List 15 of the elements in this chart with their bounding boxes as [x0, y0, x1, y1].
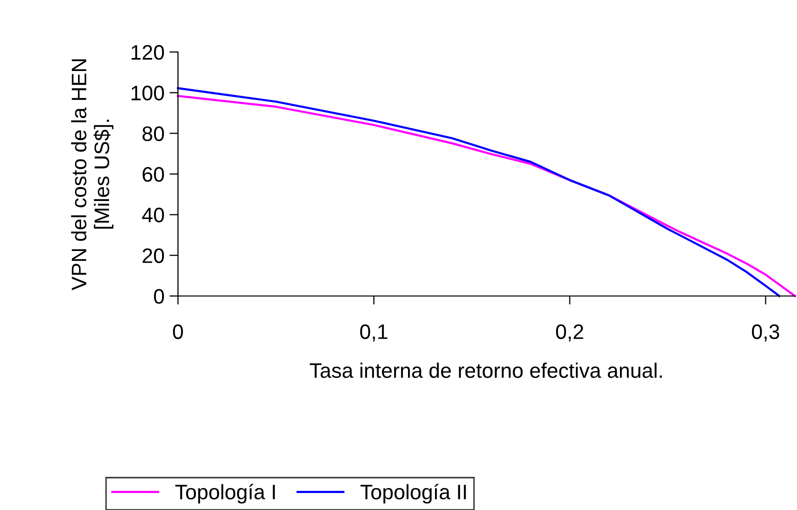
x-tick-label: 0,3 [752, 324, 780, 342]
x-tick-label: 0,2 [556, 324, 584, 342]
x-axis-title: Tasa interna de retorno efectiva anual. [310, 362, 662, 378]
x-tick-label: 0,1 [360, 324, 388, 342]
legend-label: Topología II [360, 484, 466, 504]
y-tick-label: 40 [142, 208, 164, 222]
legend-label: Topología I [175, 484, 275, 504]
x-tick-label: 0 [172, 324, 183, 340]
y-axis-title: VPN del costo de la HEN [Miles US$]. [71, 59, 114, 290]
y-tick-label: 120 [132, 45, 164, 60]
y-tick-label: 100 [132, 86, 164, 100]
y-tick-label: 0 [154, 289, 164, 304]
y-tick-label: 20 [142, 248, 164, 264]
y-tick-label: 80 [142, 126, 164, 142]
y-tick-label: 60 [142, 167, 164, 182]
